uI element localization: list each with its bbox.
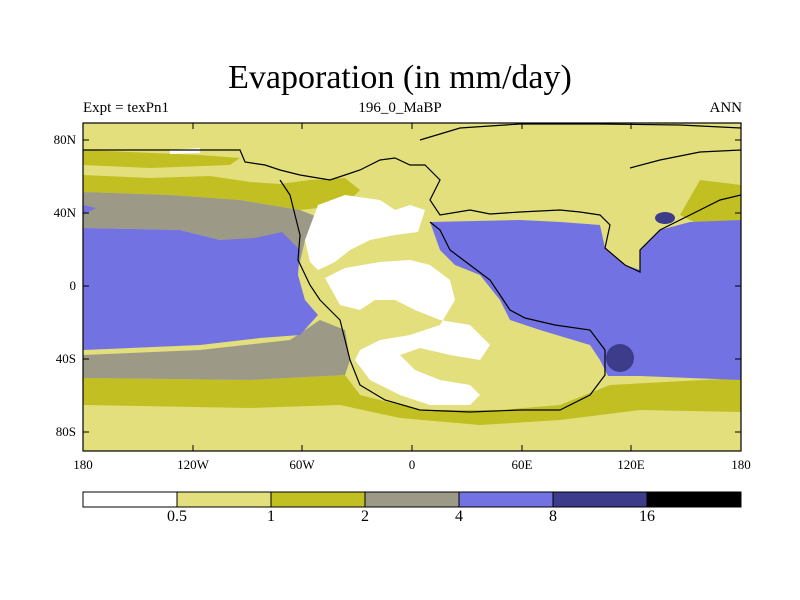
lat-label-40s: 40S: [55, 351, 76, 366]
band-blue-indo: [430, 220, 741, 380]
band-olive-north-top: [83, 150, 240, 168]
colorbar-label-8: 8: [549, 508, 557, 525]
season-label: ANN: [709, 100, 743, 116]
continent-outline-east: [629, 149, 741, 169]
colorbar-box-1: [177, 492, 271, 507]
colorbar-label-16: 16: [639, 508, 655, 525]
colorbar-box-4: [459, 492, 553, 507]
lat-label-0: 0: [69, 278, 77, 293]
band-gray-north: [83, 192, 320, 280]
experiment-label: Expt = texPn1: [83, 100, 169, 116]
colorbar-label-0-5: 0.5: [167, 508, 187, 525]
colorbar-frame: [82, 491, 742, 508]
colorbar-box-6: [647, 492, 741, 507]
map-title: Evaporation (in mm/day): [228, 59, 572, 96]
lon-label-180e: 180: [731, 457, 751, 472]
colorbar-label-2: 2: [361, 508, 369, 525]
lon-label-120w: 120W: [177, 457, 209, 472]
lon-label-0: 0: [408, 457, 416, 472]
colorbar-label-4: 4: [455, 508, 463, 525]
lon-label-120e: 120E: [617, 457, 645, 472]
band-white-interior: [325, 260, 490, 405]
colorbar: [82, 491, 742, 508]
colorbar-box-0: [83, 492, 177, 507]
band-gray-south: [83, 320, 350, 380]
band-blue-pacific: [83, 205, 318, 350]
continent-outline-west: [279, 179, 606, 413]
colorbar-box-3: [365, 492, 459, 507]
continent-outline: [83, 149, 741, 273]
band-olive-south: [83, 375, 741, 425]
lon-label-60w: 60W: [289, 457, 315, 472]
colorbar-label-1: 1: [267, 508, 275, 525]
lat-ticks: [83, 139, 741, 433]
continent-outline-top: [419, 123, 741, 141]
time-label: 196_0_MaBP: [358, 100, 442, 116]
contour-field: [83, 123, 741, 451]
colorbar-box-2: [271, 492, 365, 507]
lon-ticks: [82, 123, 742, 451]
colorbar-box-5: [553, 492, 647, 507]
lon-label-180w: 180: [73, 457, 93, 472]
band-dark-blue: [606, 344, 634, 372]
band-white-continent: [305, 195, 425, 270]
lat-label-80s: 80S: [55, 424, 76, 439]
lat-label-80n: 80N: [53, 132, 76, 147]
lat-label-40n: 40N: [53, 205, 76, 220]
lon-label-60e: 60E: [511, 457, 533, 472]
band-dark-blue-north: [655, 212, 675, 224]
band-olive-north: [83, 175, 360, 210]
